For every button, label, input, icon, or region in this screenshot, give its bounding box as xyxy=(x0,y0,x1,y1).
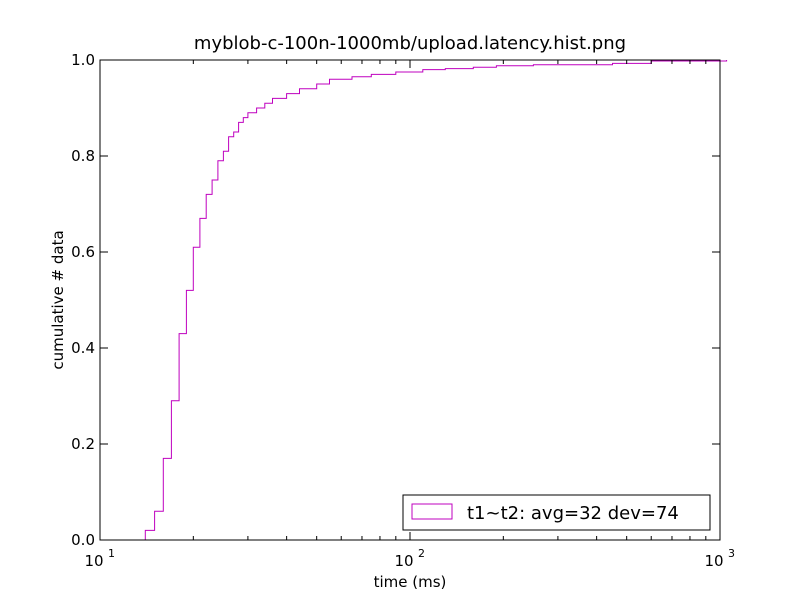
x-tick-label: 10 xyxy=(704,552,723,570)
legend-swatch xyxy=(411,503,453,520)
legend-box xyxy=(402,494,711,531)
x-tick-label-exponent: 3 xyxy=(728,547,735,560)
y-tick-label: 0.6 xyxy=(71,243,95,261)
plot-frame xyxy=(99,59,721,541)
legend-label: t1~t2: avg=32 dev=74 xyxy=(467,503,679,524)
x-tick-label-exponent: 1 xyxy=(108,547,115,560)
legend: t1~t2: avg=32 dev=74 xyxy=(402,494,711,531)
x-tick-label: 10 xyxy=(84,552,103,570)
x-tick-label-exponent: 2 xyxy=(418,547,425,560)
x-tick-label: 10 xyxy=(394,552,413,570)
y-axis-label: cumulative # data xyxy=(49,230,67,369)
y-tick-label: 0.2 xyxy=(71,435,95,453)
series-line-0 xyxy=(144,60,728,540)
y-tick-label: 0.4 xyxy=(71,339,95,357)
x-axis-label: time (ms) xyxy=(374,573,447,591)
y-tick-labels: 0.0 0.2 0.4 0.6 0.8 1.0 xyxy=(71,51,95,549)
y-tick-label: 0.8 xyxy=(71,147,95,165)
x-tick-labels: 10 1 10 2 10 3 xyxy=(84,547,735,570)
series-layer xyxy=(144,60,728,540)
y-tick-label: 0.0 xyxy=(71,531,95,549)
chart-title: myblob-c-100n-1000mb/upload.latency.hist… xyxy=(194,33,626,54)
y-tick-label: 1.0 xyxy=(71,51,95,69)
plot-area xyxy=(100,60,720,540)
